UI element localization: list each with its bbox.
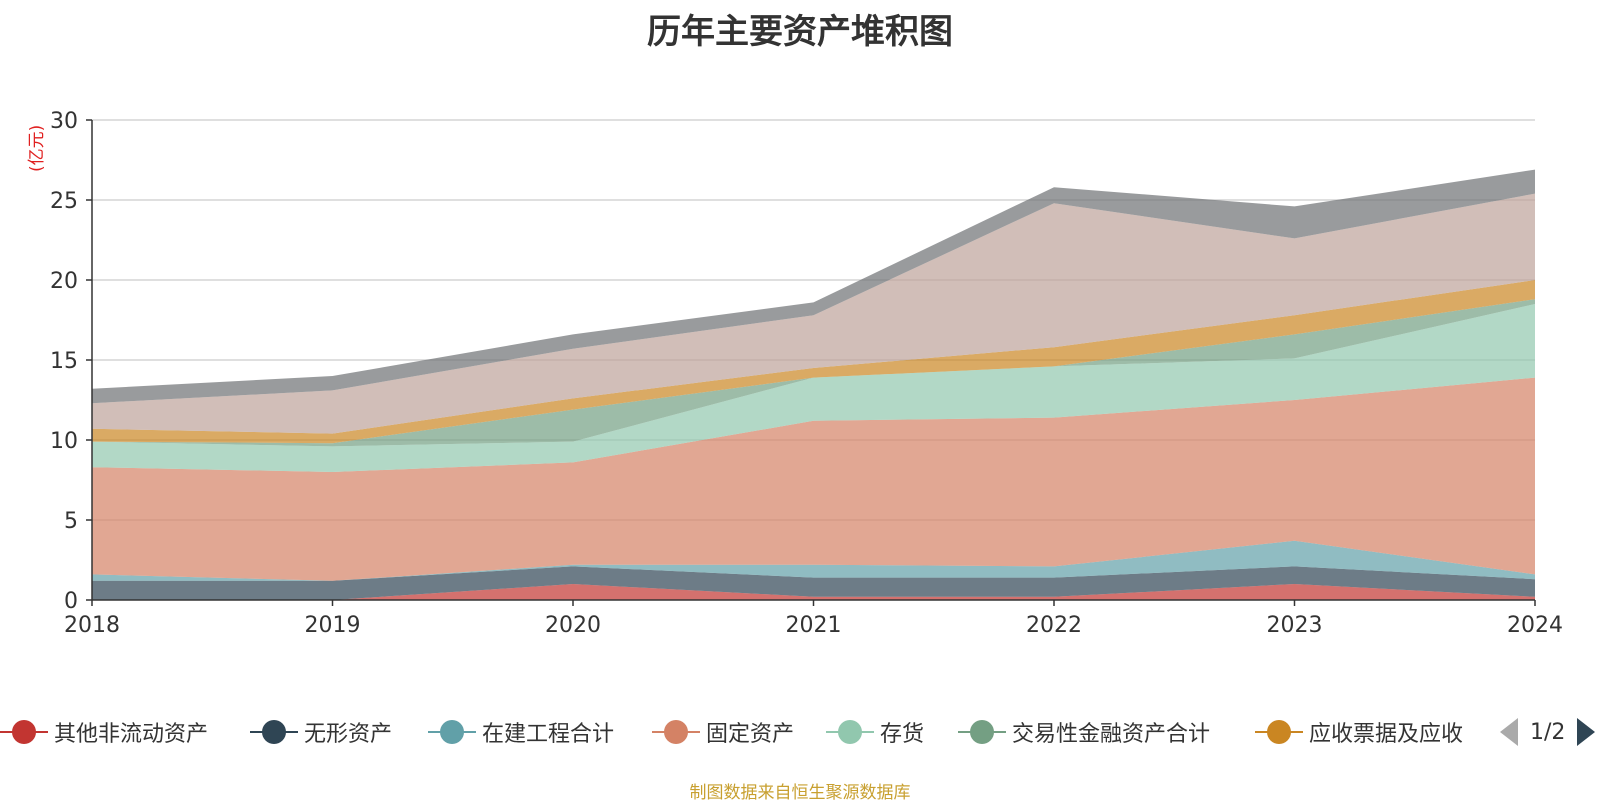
y-tick-label: 30 bbox=[50, 109, 78, 134]
x-tick-label: 2020 bbox=[545, 613, 601, 638]
area-series-0 bbox=[92, 584, 1535, 600]
legend-label: 固定资产 bbox=[706, 722, 795, 747]
legend-item[interactable]: 固定资产 bbox=[652, 712, 794, 752]
legend-next-page-icon[interactable] bbox=[1577, 718, 1596, 746]
legend: 其他非流动资产 无形资产 在建工程合计 固定资产 存货 交易性金融资产合计 应收票据及应收 bbox=[0, 712, 1600, 752]
x-tick-label: 2023 bbox=[1267, 613, 1323, 638]
x-tick-label: 2018 bbox=[64, 613, 120, 638]
x-tick-label: 2019 bbox=[305, 613, 361, 638]
legend-marker-icon bbox=[0, 712, 48, 752]
legend-label: 交易性金融资产合计 bbox=[1012, 722, 1211, 747]
area-series bbox=[92, 169, 1535, 600]
legend-pager: 1/2 bbox=[1500, 712, 1596, 752]
legend-prev-page-icon[interactable] bbox=[1500, 718, 1518, 746]
area-series-2 bbox=[92, 540, 1535, 581]
chart-title: 历年主要资产堆积图 bbox=[647, 12, 953, 52]
x-tick-label: 2021 bbox=[786, 613, 842, 638]
legend-label: 其他非流动资产 bbox=[54, 722, 209, 747]
area-series-3 bbox=[92, 377, 1535, 581]
area-series-7 bbox=[92, 193, 1535, 434]
x-tick-label: 2022 bbox=[1026, 613, 1082, 638]
x-tick-label: 2024 bbox=[1507, 613, 1563, 638]
stacked-area-chart: 0 5 10 15 20 25 30 2018 2019 2020 2021 2022 2023 2024 bbox=[50, 109, 1563, 638]
y-tick-label: 10 bbox=[50, 429, 78, 454]
area-series-8 bbox=[92, 169, 1535, 404]
legend-marker-icon bbox=[826, 712, 874, 752]
axes: 0 5 10 15 20 25 30 2018 2019 2020 2021 2022 2023 2024 bbox=[50, 109, 1563, 638]
legend-marker-icon bbox=[1255, 712, 1303, 752]
legend-marker-icon bbox=[958, 712, 1006, 752]
legend-item[interactable]: 应收票据及应收 bbox=[1255, 712, 1463, 752]
legend-marker-icon bbox=[250, 712, 298, 752]
legend-label: 无形资产 bbox=[304, 722, 393, 747]
y-tick-label: 15 bbox=[50, 349, 78, 374]
legend-item[interactable]: 其他非流动资产 bbox=[0, 712, 208, 752]
area-series-4 bbox=[92, 304, 1535, 472]
legend-marker-icon bbox=[428, 712, 476, 752]
legend-label: 在建工程合计 bbox=[482, 722, 615, 747]
area-series-1 bbox=[92, 566, 1535, 600]
legend-page-indicator: 1/2 bbox=[1530, 719, 1566, 745]
y-tick-label: 25 bbox=[50, 189, 78, 214]
legend-item[interactable]: 在建工程合计 bbox=[428, 712, 614, 752]
source-note: 制图数据来自恒生聚源数据库 bbox=[689, 783, 911, 803]
legend-label: 应收票据及应收 bbox=[1309, 722, 1464, 747]
y-tick-label: 20 bbox=[50, 269, 78, 294]
y-tick-label: 5 bbox=[64, 509, 78, 534]
legend-item[interactable]: 存货 bbox=[826, 712, 924, 752]
legend-marker-icon bbox=[652, 712, 700, 752]
legend-label: 存货 bbox=[880, 722, 925, 747]
y-tick-label: 0 bbox=[64, 589, 78, 614]
legend-item[interactable]: 交易性金融资产合计 bbox=[958, 712, 1210, 752]
legend-item[interactable]: 无形资产 bbox=[250, 712, 392, 752]
